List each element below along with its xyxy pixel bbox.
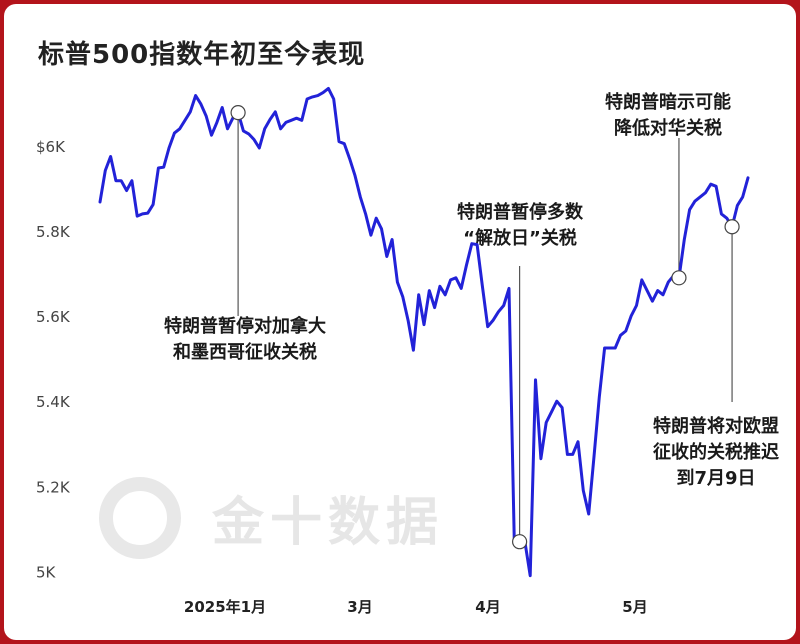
annotation-text: “解放日”关税 xyxy=(463,227,577,249)
y-tick-label: 5.8K xyxy=(36,223,71,241)
annotation-text: 特朗普暂停多数 xyxy=(457,201,584,223)
watermark: 金十数据 xyxy=(99,477,444,559)
watermark-text: 金十数据 xyxy=(211,493,444,553)
annotation-marker xyxy=(671,270,687,286)
annotation-text: 降低对华关税 xyxy=(614,117,722,139)
x-tick-label: 2025年1月 xyxy=(184,598,266,616)
annotation-text: 特朗普暗示可能 xyxy=(605,91,731,113)
chart-title: 标普500指数年初至今表现 xyxy=(38,40,366,70)
annotation-text: 征收的关税推迟 xyxy=(653,441,779,463)
y-tick-label: 5K xyxy=(36,563,57,581)
annotation-marker xyxy=(230,105,246,121)
y-tick-label: 5.2K xyxy=(36,478,71,496)
series-line xyxy=(98,86,750,578)
chart-card: 标普500指数年初至今表现 xyxy=(4,4,796,640)
x-tick-label: 3月 xyxy=(347,598,372,616)
x-tick-label: 4月 xyxy=(475,598,500,616)
annotation-marker xyxy=(724,219,740,235)
annotation-text: 特朗普暂停对加拿大 xyxy=(164,315,326,337)
annotation-text: 和墨西哥征收关税 xyxy=(173,341,317,363)
x-tick-label: 5月 xyxy=(622,598,647,616)
y-tick-label: 5.6K xyxy=(36,308,71,326)
annotation-text: 到7月9日 xyxy=(676,468,755,489)
y-tick-label: $6K xyxy=(36,138,66,156)
y-tick-label: 5.4K xyxy=(36,393,71,411)
watermark-logo-icon xyxy=(99,477,181,559)
annotation-text: 特朗普将对欧盟 xyxy=(653,415,779,437)
annotation-marker xyxy=(512,534,528,550)
